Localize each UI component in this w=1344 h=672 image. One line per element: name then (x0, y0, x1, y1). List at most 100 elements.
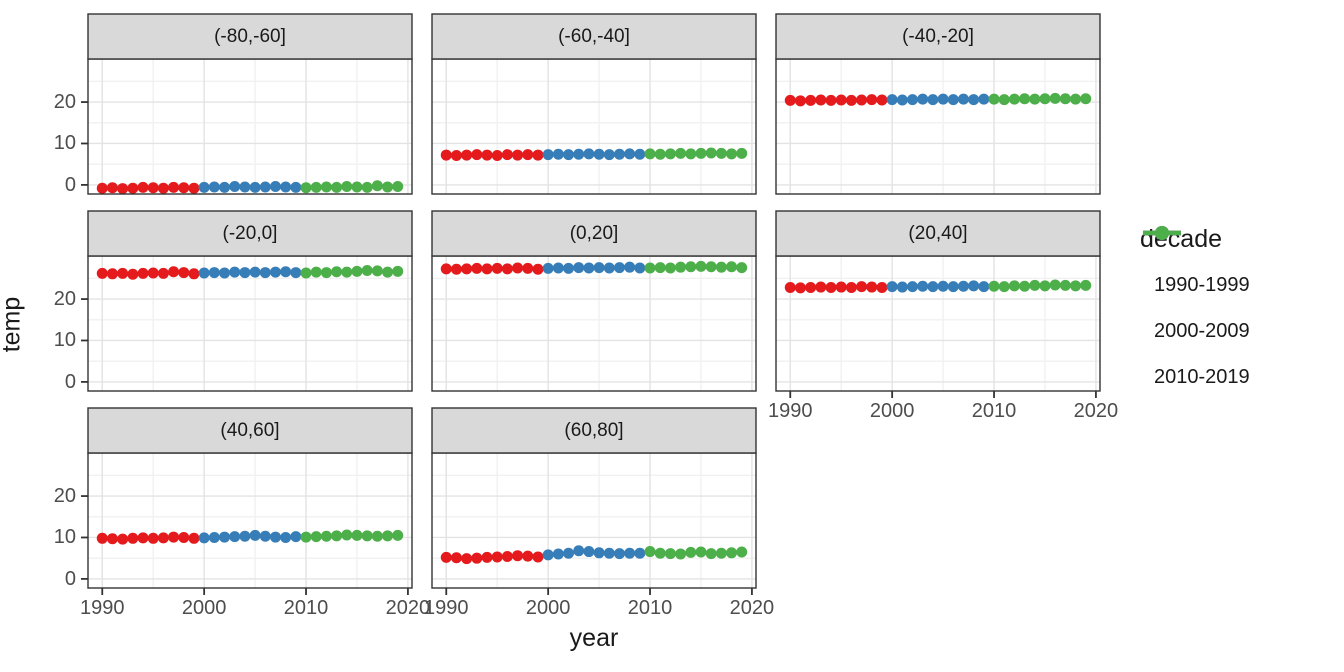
facet-strip-bg (431, 407, 757, 454)
data-point (835, 281, 847, 293)
data-point (440, 149, 452, 161)
data-point (634, 262, 646, 274)
data-point (331, 181, 343, 193)
data-points (440, 147, 748, 161)
data-point (392, 529, 404, 541)
data-point (613, 148, 625, 160)
data-point (1019, 280, 1031, 292)
data-point (1029, 93, 1041, 105)
data-point (784, 94, 796, 106)
data-point (481, 263, 493, 275)
data-point (371, 180, 383, 192)
facet-panel (81, 407, 413, 595)
data-point (127, 182, 139, 194)
data-point (461, 149, 473, 161)
data-point (845, 94, 857, 106)
data-point (998, 281, 1010, 293)
data-point (715, 261, 727, 273)
data-point (471, 552, 483, 564)
data-point (978, 93, 990, 105)
data-point (805, 281, 817, 293)
data-point (300, 267, 312, 279)
data-point (229, 181, 241, 193)
data-point (178, 267, 190, 279)
data-point (208, 267, 220, 279)
data-point (907, 281, 919, 293)
data-point (957, 93, 969, 105)
data-point (573, 262, 585, 274)
data-point (168, 266, 180, 278)
facet-panel (431, 13, 757, 195)
facet-panel (81, 210, 413, 392)
data-point (644, 262, 656, 274)
data-point (147, 267, 159, 279)
data-point (137, 532, 149, 544)
data-point (968, 280, 980, 292)
data-point (937, 93, 949, 105)
data-point (532, 551, 544, 563)
data-point (269, 181, 281, 193)
data-point (603, 262, 615, 274)
data-point (593, 262, 605, 274)
data-point (290, 531, 302, 543)
data-point (117, 533, 129, 545)
data-points (440, 545, 748, 565)
data-point (988, 93, 1000, 105)
data-point (856, 94, 868, 106)
data-point (675, 147, 687, 159)
data-point (147, 532, 159, 544)
data-points (96, 529, 404, 545)
data-point (320, 267, 332, 279)
data-point (695, 546, 707, 558)
data-point (532, 263, 544, 275)
data-point (794, 95, 806, 107)
data-point (331, 530, 343, 542)
data-point (1049, 92, 1061, 104)
data-point (876, 281, 888, 293)
data-point (501, 149, 513, 161)
data-point (927, 94, 939, 106)
data-point (634, 148, 646, 160)
data-point (522, 550, 534, 562)
facet-strip-bg (87, 210, 413, 257)
data-point (896, 281, 908, 293)
data-point (188, 182, 200, 194)
data-point (259, 267, 271, 279)
data-point (552, 262, 564, 274)
data-point (624, 148, 636, 160)
legend-entry: 2000-2009 (1140, 226, 1250, 342)
data-point (825, 94, 837, 106)
data-point (382, 181, 394, 193)
data-point (634, 547, 646, 559)
data-point (382, 530, 394, 542)
data-point (106, 533, 118, 545)
data-point (624, 261, 636, 273)
data-point (461, 553, 473, 565)
data-point (300, 531, 312, 543)
data-point (280, 531, 292, 543)
data-point (157, 532, 169, 544)
data-point (259, 530, 271, 542)
data-point (573, 148, 585, 160)
data-point (685, 261, 697, 273)
data-point (522, 262, 534, 274)
data-point (593, 148, 605, 160)
data-point (331, 266, 343, 278)
data-point (198, 181, 210, 193)
data-point (907, 94, 919, 106)
data-point (147, 182, 159, 194)
data-point (968, 94, 980, 106)
data-point (106, 182, 118, 194)
data-point (157, 182, 169, 194)
data-point (491, 149, 503, 161)
data-point (219, 267, 231, 279)
data-point (998, 94, 1010, 106)
data-point (1039, 280, 1051, 292)
data-point (563, 149, 575, 161)
data-point (784, 281, 796, 293)
data-point (440, 551, 452, 563)
data-point (715, 547, 727, 559)
data-point (1019, 93, 1031, 105)
data-point (815, 94, 827, 106)
